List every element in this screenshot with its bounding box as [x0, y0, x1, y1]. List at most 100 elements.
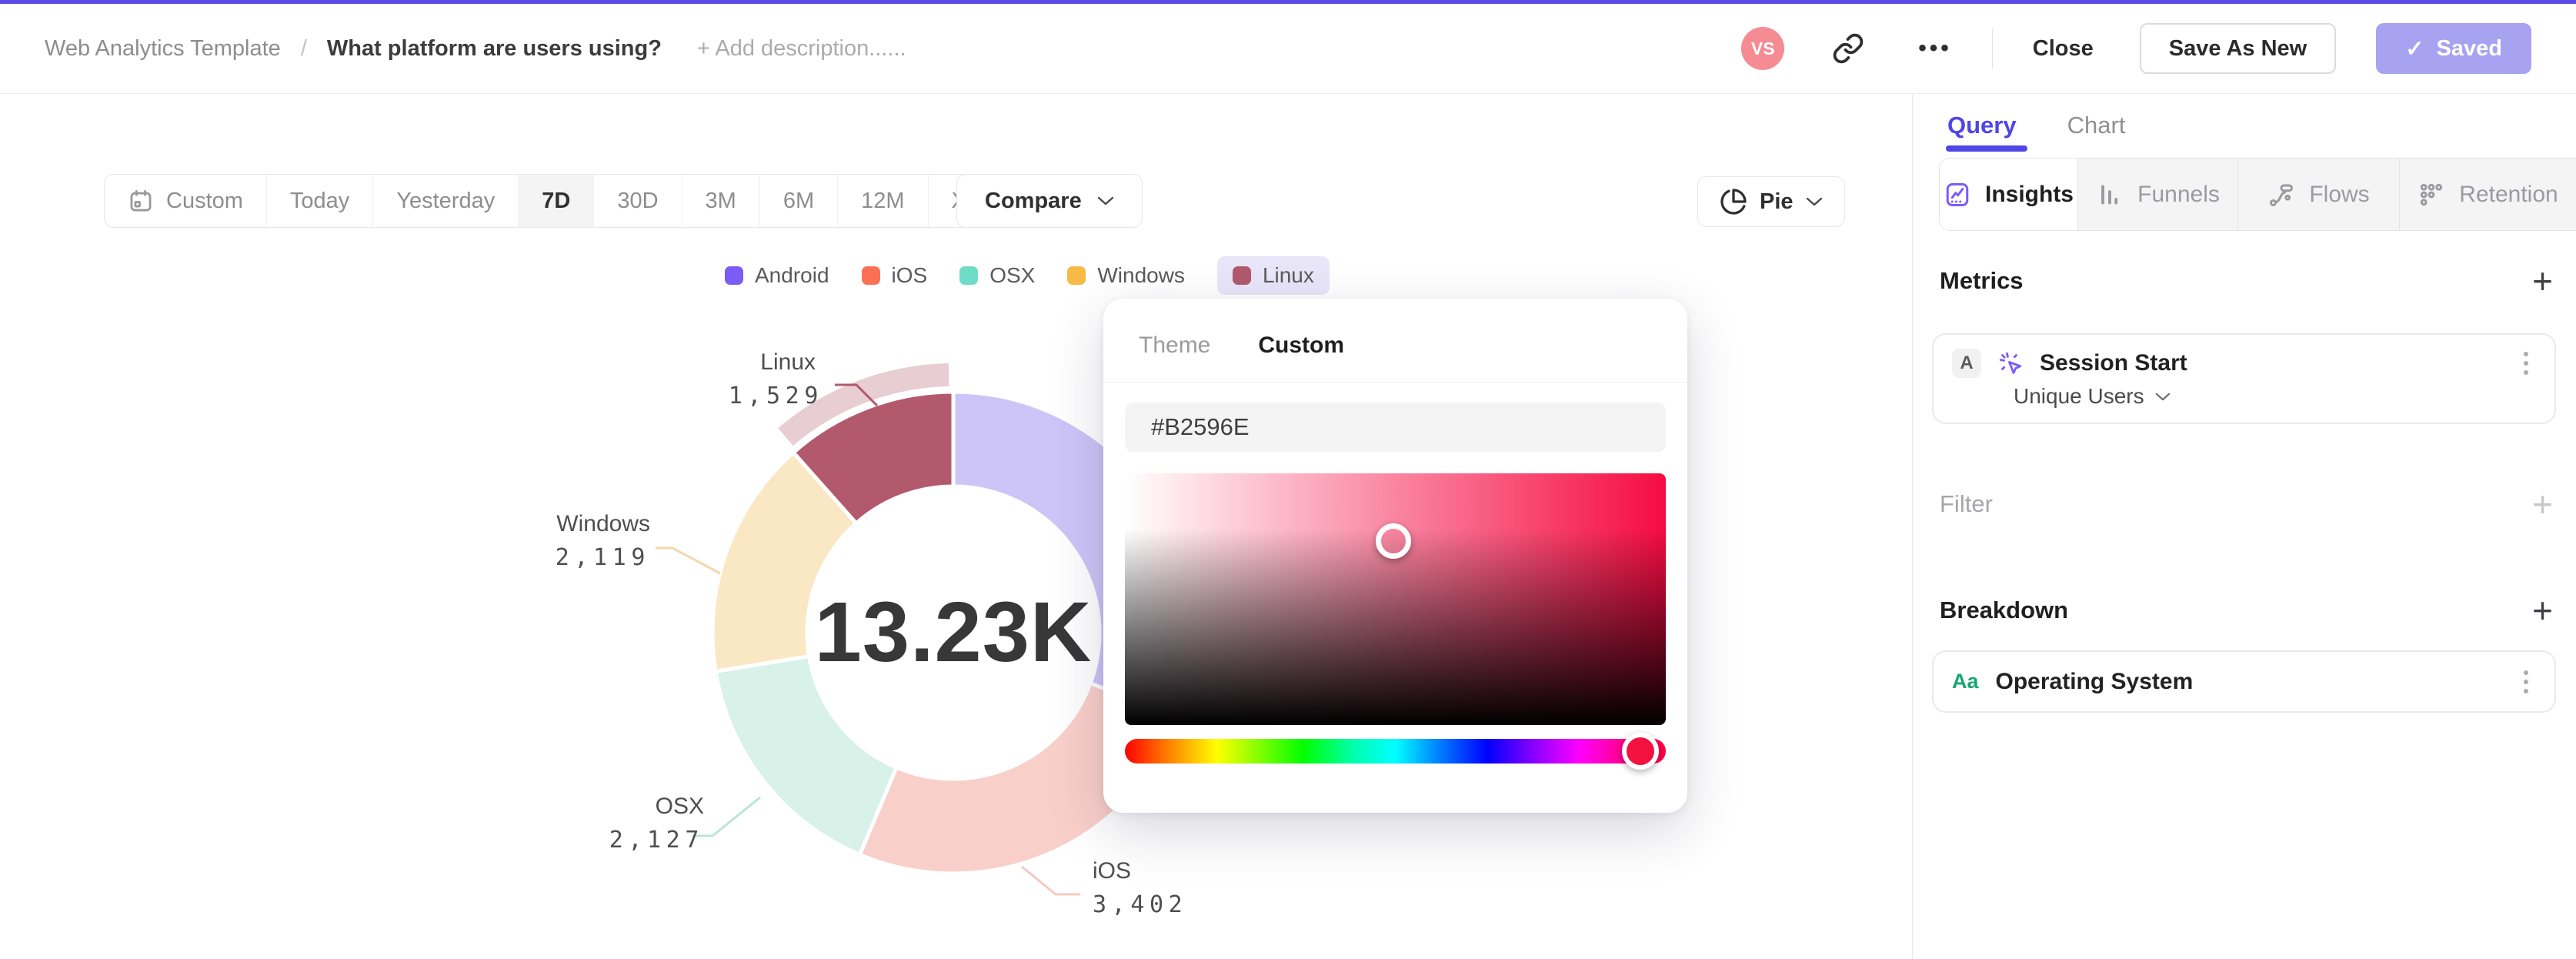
saved-label: Saved [2436, 35, 2502, 61]
breakdown-property-name[interactable]: Operating System [1995, 668, 2194, 694]
add-breakdown-button[interactable]: + [2532, 590, 2553, 630]
tab-theme[interactable]: Theme [1139, 332, 1211, 358]
link-icon [1833, 33, 1864, 64]
compare-label: Compare [985, 188, 1082, 213]
chevron-down-icon [2155, 393, 2170, 400]
tab-label: Funnels [2137, 181, 2220, 207]
funnels-icon [2101, 185, 2118, 204]
slice-osx[interactable] [713, 654, 899, 857]
legend-swatch-osx [959, 266, 979, 285]
add-description-button[interactable]: + Add description...... [696, 35, 906, 61]
legend-item-windows[interactable]: Windows [1067, 256, 1185, 295]
metrics-section-heading: Metrics + [1940, 261, 2553, 301]
legend-swatch-windows [1067, 266, 1086, 285]
close-button[interactable]: Close [2032, 35, 2094, 61]
legend-swatch-linux [1232, 266, 1251, 285]
chart-type-label: Pie [1760, 189, 1794, 214]
date-range-today[interactable]: Today [265, 175, 372, 227]
chart-panel: Custom Today Yesterday 7D 30D 3M 6M 12M … [0, 95, 1913, 959]
tab-funnels[interactable]: Funnels [2078, 159, 2238, 230]
flows-icon [2270, 184, 2294, 206]
chevron-down-icon [1806, 197, 1822, 206]
color-picker-popover: Theme Custom #B2596E [1103, 299, 1687, 813]
legend-item-osx[interactable]: OSX [959, 256, 1035, 295]
legend-label: Windows [1097, 263, 1185, 287]
tab-custom[interactable]: Custom [1258, 332, 1345, 358]
legend-item-linux[interactable]: Linux [1216, 256, 1330, 295]
add-metric-button[interactable]: + [2532, 261, 2553, 301]
selected-slice-halo [778, 363, 949, 446]
slice-label-osx: OSX 2,127 [609, 794, 704, 854]
tab-label: Flows [2309, 181, 2370, 207]
date-range-7d[interactable]: 7D [518, 175, 594, 227]
page-title[interactable]: What platform are users using? [326, 35, 662, 61]
avatar[interactable]: VS [1741, 27, 1785, 70]
legend-label: Android [755, 263, 829, 287]
metric-event-name[interactable]: Session Start [2040, 350, 2187, 376]
series-badge: A [1952, 349, 1981, 378]
chevron-down-icon [1097, 196, 1113, 206]
date-range-custom[interactable]: Custom [105, 175, 266, 227]
event-sparkle-cursor-icon [1999, 352, 2022, 374]
tab-query[interactable]: Query [1947, 112, 2017, 139]
slice-linux[interactable] [791, 389, 956, 526]
date-range-3m[interactable]: 3M [681, 175, 759, 227]
legend-swatch-android [725, 266, 743, 285]
sidebar-panel-tabs: Query Chart [1947, 112, 2125, 139]
date-range-12m[interactable]: 12M [837, 175, 927, 227]
aggregation-label: Unique Users [2014, 384, 2144, 408]
compare-button[interactable]: Compare [956, 174, 1143, 228]
breakdown-section-heading: Breakdown + [1940, 590, 2553, 630]
add-filter-button[interactable]: + [2532, 484, 2553, 524]
header-actions: VS ••• Close Save As New ✓ Saved [1741, 23, 2531, 74]
date-range-control: Custom Today Yesterday 7D 30D 3M 6M 12M … [104, 174, 1049, 228]
metric-card[interactable]: A Session Start Unique Users [1932, 333, 2556, 424]
breakdown-options-button[interactable] [2516, 667, 2536, 697]
legend-item-android[interactable]: Android [725, 256, 829, 295]
filter-heading-label: Filter [1940, 490, 1993, 517]
query-sidebar: Query Chart Insights Funnels Flows Reten… [1914, 95, 2576, 959]
breadcrumb-root[interactable]: Web Analytics Template [45, 35, 281, 61]
date-range-custom-label: Custom [166, 188, 243, 213]
tab-retention[interactable]: Retention [2400, 159, 2576, 230]
slice-label-linux: Linux 1,529 [728, 349, 823, 409]
metric-options-button[interactable] [2516, 349, 2536, 378]
date-range-yesterday[interactable]: Yesterday [372, 175, 518, 227]
date-range-6m[interactable]: 6M [759, 175, 837, 227]
legend-item-ios[interactable]: iOS [861, 256, 927, 295]
calendar-icon [130, 189, 152, 212]
saturation-value-area[interactable] [1125, 473, 1666, 725]
insights-icon [1946, 182, 1969, 206]
legend-swatch-ios [861, 266, 880, 285]
check-icon: ✓ [2405, 36, 2424, 62]
tab-flows[interactable]: Flows [2238, 159, 2400, 230]
more-menu-button[interactable]: ••• [1918, 35, 1952, 61]
slice-windows[interactable] [710, 450, 859, 673]
hue-slider[interactable] [1125, 733, 1666, 770]
tab-label: Retention [2459, 181, 2558, 207]
hex-color-input[interactable]: #B2596E [1125, 403, 1666, 452]
pie-chart-icon [1720, 189, 1747, 215]
tab-insights[interactable]: Insights [1940, 159, 2078, 230]
slice-label-windows: Windows 2,119 [555, 511, 650, 571]
hue-slider-thumb[interactable] [1621, 733, 1659, 770]
retention-icon [2421, 183, 2443, 206]
text-property-icon: Aa [1952, 670, 1979, 693]
tab-chart[interactable]: Chart [2067, 112, 2126, 139]
saved-button[interactable]: ✓ Saved [2376, 23, 2531, 74]
donut-center-total: 13.23K [814, 585, 1093, 680]
color-selector-handle[interactable] [1375, 523, 1411, 560]
metrics-heading-label: Metrics [1940, 267, 2024, 294]
header-bar: Web Analytics Template / What platform a… [0, 0, 2576, 94]
save-as-new-button[interactable]: Save As New [2139, 23, 2337, 74]
chart-type-button[interactable]: Pie [1697, 176, 1845, 227]
share-link-button[interactable] [1832, 32, 1864, 65]
donut-chart[interactable] [676, 356, 1230, 910]
date-range-30d[interactable]: 30D [593, 175, 681, 227]
slice-label-ios: iOS 3,402 [1093, 858, 1188, 918]
metric-aggregation[interactable]: Unique Users [2014, 384, 2536, 409]
filter-section-heading: Filter + [1940, 484, 2553, 524]
breakdown-card[interactable]: Aa Operating System [1932, 650, 2556, 713]
legend-label: Linux [1262, 263, 1314, 287]
